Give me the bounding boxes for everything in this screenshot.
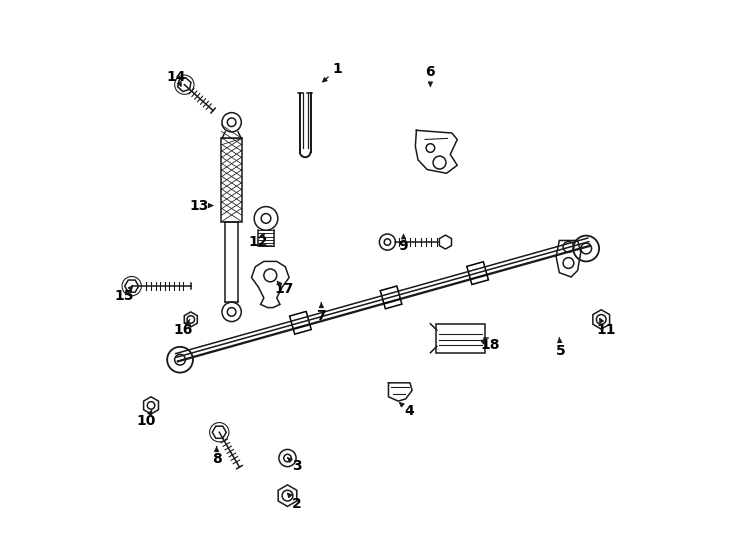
Text: 7: 7 (316, 309, 326, 323)
Text: 5: 5 (556, 343, 565, 357)
Text: 3: 3 (292, 459, 302, 473)
Text: 16: 16 (173, 323, 193, 337)
Text: 17: 17 (274, 282, 294, 296)
Text: 15: 15 (115, 289, 134, 303)
Text: 11: 11 (596, 323, 616, 337)
Text: 2: 2 (292, 497, 302, 511)
Text: 10: 10 (136, 415, 156, 429)
Text: 4: 4 (404, 404, 414, 418)
Text: 13: 13 (189, 199, 209, 213)
Text: 9: 9 (399, 239, 408, 253)
Text: 18: 18 (481, 338, 501, 352)
Text: 6: 6 (426, 65, 435, 79)
Text: 8: 8 (211, 452, 222, 466)
Text: 14: 14 (167, 70, 186, 84)
Text: 12: 12 (249, 235, 268, 249)
Text: 1: 1 (333, 62, 342, 76)
